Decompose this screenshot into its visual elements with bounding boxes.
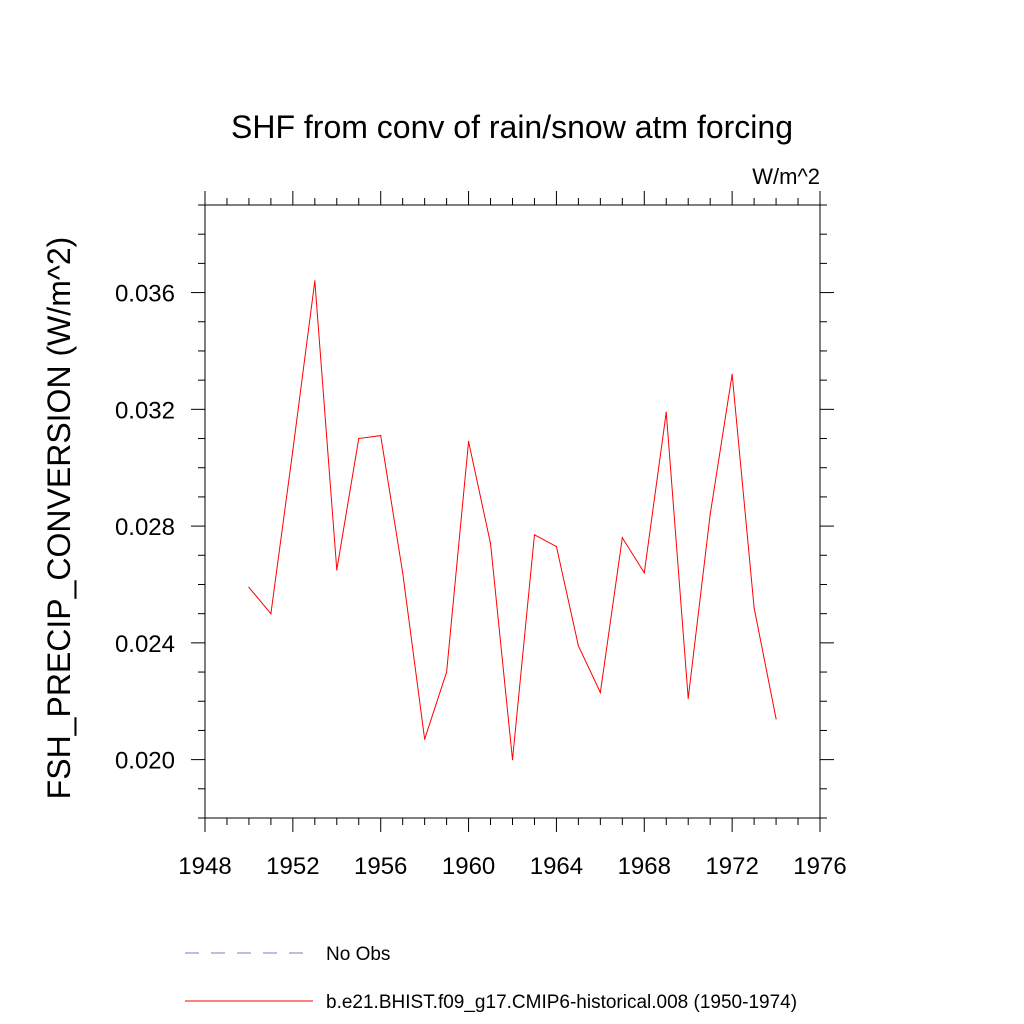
data-points	[248, 280, 777, 761]
data-point	[248, 586, 250, 588]
legend-no-obs-label: No Obs	[326, 944, 390, 965]
data-point	[446, 671, 448, 673]
chart-title: SHF from conv of rain/snow atm forcing	[231, 109, 793, 145]
y-axis-label: FSH_PRECIP_CONVERSION (W/m^2)	[41, 237, 77, 800]
data-point	[577, 645, 579, 647]
legend: No Obs b.e21.BHIST.f09_g17.CMIP6-histori…	[185, 944, 797, 1013]
data-point	[621, 537, 623, 539]
x-tick-label: 1972	[705, 853, 758, 880]
data-point	[533, 534, 536, 536]
data-point	[292, 449, 294, 451]
data-point	[687, 697, 689, 699]
plot-frame	[204, 204, 821, 819]
y-tick-labels: 0.020 0.024 0.028 0.032 0.036	[115, 281, 175, 775]
data-point	[489, 543, 492, 545]
legend-model-label: b.e21.BHIST.f09_g17.CMIP6-historical.008…	[326, 992, 797, 1013]
data-point	[380, 435, 382, 437]
x-tick-labels: 1948 1952 1956 1960 1964 1968 1972 1976	[178, 853, 846, 880]
series-line	[248, 280, 777, 760]
data-point	[511, 759, 514, 761]
x-tick-label: 1968	[618, 853, 671, 880]
data-point	[555, 545, 558, 548]
data-point	[358, 437, 360, 440]
data-point	[753, 607, 755, 609]
y-tick-label: 0.032	[115, 397, 175, 424]
data-point	[775, 718, 777, 720]
data-point	[599, 691, 601, 694]
x-tick-label: 1952	[266, 853, 319, 880]
y-tick-label: 0.024	[115, 631, 175, 658]
x-tick-label: 1956	[354, 853, 407, 880]
data-point	[467, 440, 470, 443]
data-point	[709, 513, 711, 516]
data-point	[731, 373, 733, 375]
units-label: W/m^2	[752, 164, 820, 189]
x-tick-label: 1960	[442, 853, 495, 880]
data-point	[270, 613, 272, 615]
data-point	[665, 411, 667, 413]
x-tick-label: 1948	[178, 853, 231, 880]
data-point	[314, 280, 316, 282]
data-point	[643, 572, 645, 574]
x-tick-label: 1976	[793, 853, 846, 880]
y-tick-label: 0.028	[115, 514, 175, 541]
data-point	[402, 572, 404, 574]
x-tick-label: 1964	[530, 853, 583, 880]
y-tick-label: 0.020	[115, 748, 175, 775]
data-point	[336, 569, 338, 571]
y-tick-label: 0.036	[115, 281, 175, 308]
axis-ticks	[191, 191, 834, 832]
data-point	[424, 738, 426, 740]
